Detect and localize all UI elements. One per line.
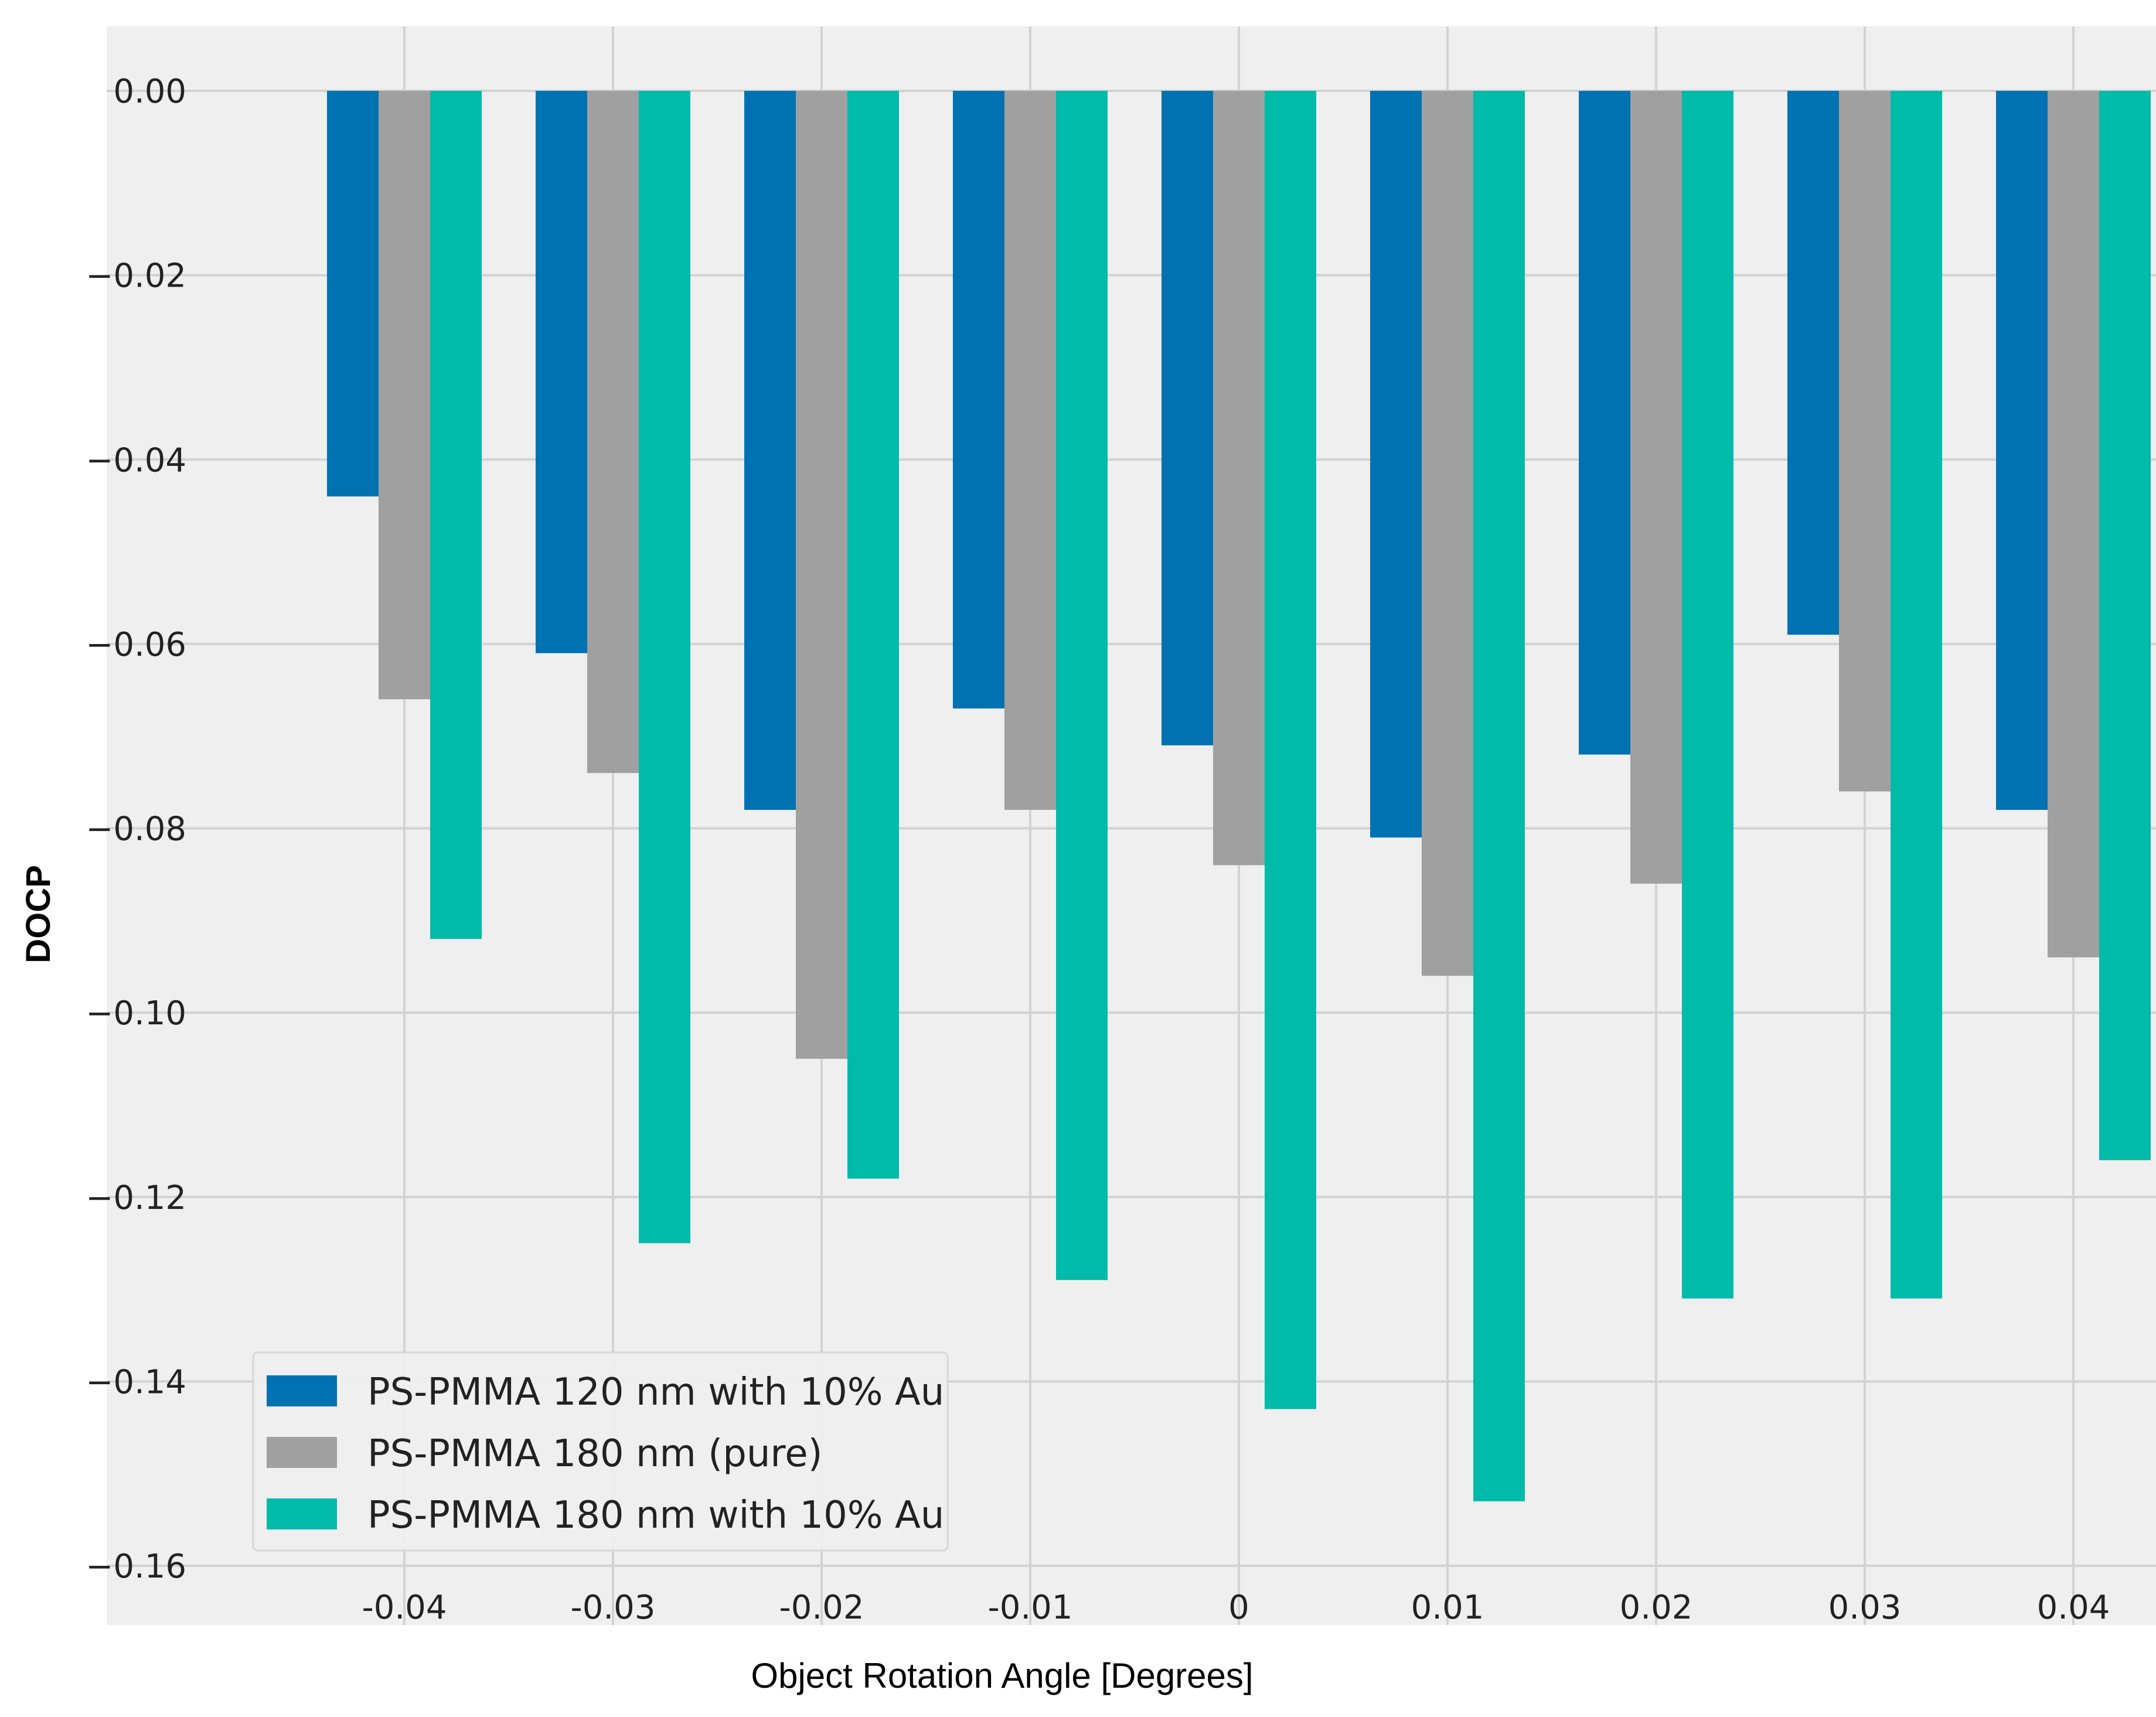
legend-swatch-2: [267, 1498, 337, 1529]
bar: [1056, 91, 1108, 1280]
x-tick-label: 0.01: [1411, 1589, 1484, 1627]
x-tick-label: 0: [1228, 1589, 1249, 1627]
bar: [1579, 91, 1630, 755]
y-tick-label: −0.10: [86, 994, 186, 1033]
bar: [1370, 91, 1422, 838]
bar: [796, 91, 847, 1059]
x-tick-label: -0.01: [988, 1589, 1073, 1627]
x-tick-label: -0.02: [779, 1589, 864, 1627]
bars: [327, 91, 2151, 1501]
bar: [1422, 91, 1473, 976]
legend-swatch-0: [267, 1375, 337, 1406]
bar: [847, 91, 899, 1179]
x-tick-label: -0.03: [571, 1589, 656, 1627]
bar: [1787, 91, 1839, 635]
bar: [1839, 91, 1891, 792]
bar: [536, 91, 587, 653]
bar: [2099, 91, 2151, 1160]
bar: [1682, 91, 1733, 1299]
x-tick-label: 0.04: [2037, 1589, 2110, 1627]
bar: [1265, 91, 1316, 1409]
bar: [744, 91, 796, 810]
y-tick-label: −0.02: [86, 257, 186, 295]
bar: [430, 91, 482, 939]
bar: [379, 91, 430, 700]
legend-label-2: PS-PMMA 180 nm with 10% Au: [367, 1494, 944, 1537]
legend-frame: [252, 1351, 949, 1552]
x-axis-title: Object Rotation Angle [Degrees]: [751, 1656, 1253, 1695]
y-tick-label: −0.08: [86, 810, 186, 849]
bar: [327, 91, 379, 497]
bar: [1162, 91, 1213, 745]
x-tick-label: -0.04: [362, 1589, 447, 1627]
bar: [1891, 91, 1942, 1299]
bar: [587, 91, 639, 774]
bar: [1004, 91, 1056, 810]
bar: [1996, 91, 2048, 810]
bar: [639, 91, 690, 1244]
x-tick-label: 0.03: [1828, 1589, 1902, 1627]
y-tick-label: 0.00: [113, 73, 186, 111]
legend-label-1: PS-PMMA 180 nm (pure): [367, 1432, 823, 1476]
legend-label-0: PS-PMMA 120 nm with 10% Au: [367, 1371, 944, 1414]
y-axis-title: DOCP: [19, 865, 57, 963]
x-tick-labels: -0.04 -0.03 -0.02 -0.01 0 0.01 0.02 0.03 0.04: [362, 1589, 2110, 1627]
legend: PS-PMMA 120 nm with 10% Au PS-PMMA 180 n…: [252, 1351, 949, 1552]
y-tick-labels: 0.00 −0.02 −0.04 −0.06 −0.08 −0.10 −0.12 −0.14 −…: [86, 73, 186, 1586]
bar: [2048, 91, 2099, 958]
y-tick-label: −0.14: [86, 1363, 186, 1401]
y-tick-label: −0.04: [86, 441, 186, 479]
x-tick-label: 0.02: [1620, 1589, 1693, 1627]
y-tick-label: −0.06: [86, 626, 186, 664]
bar: [1213, 91, 1265, 866]
bar: [1473, 91, 1525, 1501]
y-tick-label: −0.12: [86, 1179, 186, 1217]
y-tick-label: −0.16: [86, 1548, 186, 1586]
bar: [1630, 91, 1682, 884]
legend-swatch-1: [267, 1437, 337, 1468]
bar: [953, 91, 1004, 708]
